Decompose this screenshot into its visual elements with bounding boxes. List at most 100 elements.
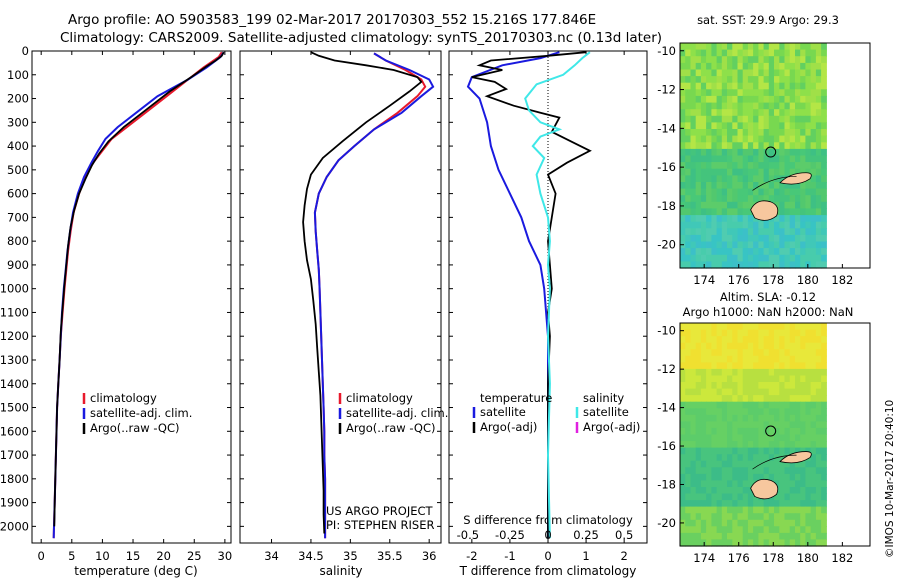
difference-panel: S difference from climatology T differen… — [448, 50, 648, 578]
map-cell — [753, 519, 759, 527]
map-cell — [758, 115, 765, 123]
map-cell — [789, 89, 796, 97]
map-cell — [706, 76, 712, 84]
map-cell — [721, 532, 728, 541]
map-cell — [768, 234, 775, 243]
depth-tick-label: 400 — [7, 139, 29, 153]
map-cell — [821, 241, 827, 249]
map-cell — [774, 261, 780, 269]
map-cell — [685, 526, 691, 534]
map-cell — [711, 513, 718, 521]
map-cell — [789, 195, 796, 203]
map-cell — [700, 454, 707, 462]
map-cell — [800, 122, 806, 130]
map-cell — [758, 434, 765, 442]
t-difference-axis-label: T difference from climatology — [459, 564, 637, 578]
map-cell — [747, 201, 754, 209]
map-cell — [789, 500, 796, 508]
depth-tick-label: 1000 — [0, 282, 29, 296]
map-cell — [815, 329, 822, 337]
depth-tick-label: 0 — [22, 44, 29, 58]
map-cell — [706, 62, 712, 71]
map-cell — [685, 447, 691, 455]
map-cell — [800, 208, 806, 216]
map-cell — [690, 261, 697, 269]
map-cell — [685, 382, 691, 390]
map-cell — [680, 122, 686, 130]
map-cell — [690, 195, 697, 203]
map-cell — [706, 362, 712, 370]
map-cell — [753, 355, 759, 363]
map-cell — [795, 421, 801, 429]
map-cell — [732, 414, 739, 422]
map-cell — [821, 248, 827, 256]
x-tick-label: 34 — [264, 549, 279, 563]
map-cell — [706, 182, 712, 190]
map-cell — [774, 162, 780, 170]
map-cell — [774, 493, 780, 501]
map-x-tick-label: 174 — [693, 273, 715, 287]
map-cell — [763, 342, 770, 350]
map-cell — [690, 427, 697, 436]
map-cell — [815, 355, 822, 363]
map-cell — [821, 342, 827, 350]
map-cell — [768, 467, 775, 475]
map-cell — [727, 349, 733, 357]
map-cell — [821, 254, 827, 262]
map-cell — [789, 129, 796, 137]
map-cell — [695, 69, 702, 77]
map-cell — [768, 56, 775, 64]
map-cell — [680, 342, 686, 350]
map-cell — [795, 201, 801, 209]
map-cell — [727, 195, 733, 203]
map-cell — [821, 375, 827, 383]
map-cell — [784, 43, 791, 51]
map-cell — [716, 109, 723, 117]
map-cell — [795, 414, 801, 422]
map-cell — [690, 500, 697, 508]
map-cell — [716, 208, 723, 216]
map-cell — [721, 427, 728, 436]
map-cell — [753, 129, 759, 137]
map-cell — [805, 513, 812, 521]
map-cell — [685, 427, 691, 436]
map-cell — [742, 493, 749, 501]
map-cell — [810, 460, 817, 468]
map-cell — [742, 248, 749, 256]
map-cell — [779, 414, 786, 422]
map-cell — [795, 43, 801, 51]
map-cell — [737, 441, 744, 449]
map-cell — [732, 421, 739, 429]
map-cell — [774, 329, 780, 337]
map-cell — [706, 434, 712, 442]
map-cell — [795, 447, 801, 455]
map-cell — [700, 441, 707, 449]
map-cell — [727, 336, 733, 344]
map-cell — [784, 526, 791, 534]
map-cell — [763, 447, 770, 455]
map-cell — [737, 201, 744, 209]
map-cell — [810, 401, 817, 409]
map-cell — [789, 208, 796, 216]
map-cell — [774, 188, 780, 196]
map-cell — [680, 49, 686, 57]
map-cell — [747, 487, 754, 495]
map-cell — [763, 362, 770, 370]
map-cell — [774, 182, 780, 190]
map-cell — [779, 162, 786, 170]
map-cell — [800, 500, 806, 508]
map-cell — [774, 421, 780, 429]
map-cell — [779, 526, 786, 534]
map-cell — [690, 532, 697, 541]
map-cell — [690, 454, 697, 462]
map-cell — [711, 155, 718, 163]
map-cell — [795, 513, 801, 521]
map-cell — [742, 142, 749, 150]
map-cell — [695, 175, 702, 183]
map-cell — [737, 208, 744, 216]
map-cell — [685, 208, 691, 216]
map-cell — [800, 414, 806, 422]
map-cell — [711, 460, 718, 468]
map-cell — [727, 129, 733, 137]
